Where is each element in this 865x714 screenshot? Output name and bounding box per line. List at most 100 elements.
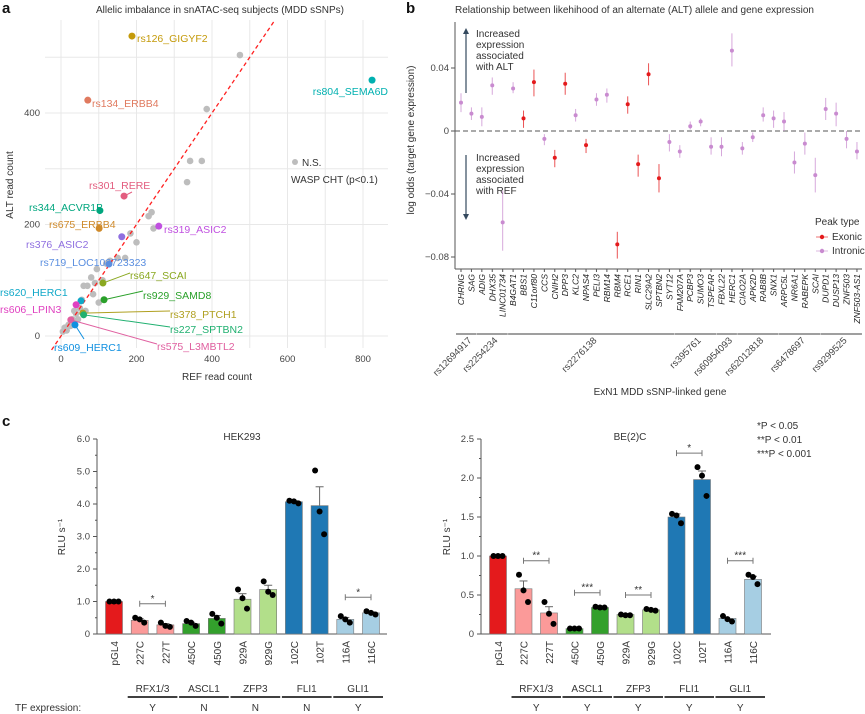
gene-label: LINC01734 xyxy=(498,274,508,317)
be2c-y-tick-label: 0 xyxy=(469,629,474,640)
highlighted-point xyxy=(95,224,103,232)
be2c-significance-label: *** xyxy=(581,583,593,594)
be2c-replicate-point xyxy=(724,616,731,623)
legend-note: WASP CHT (p<0.1) xyxy=(291,175,378,186)
gene-label: NR6A1 xyxy=(789,274,799,302)
hek-tf-expression: Y xyxy=(149,703,156,714)
y-tick-label: 400 xyxy=(24,108,40,119)
be2c-tf-expression: Y xyxy=(686,703,693,714)
hek-replicate-point xyxy=(136,616,143,623)
be2c-replicate-point xyxy=(541,599,548,606)
up-arrowhead-icon xyxy=(463,28,469,34)
hek-tf-expression: N xyxy=(252,703,259,714)
hek-replicate-point xyxy=(106,598,113,605)
leader-line xyxy=(102,272,131,284)
be2c-tf-label: RFX1/3 xyxy=(519,684,553,695)
panel-b-xlabel: ExN1 MDD sSNP-linked gene xyxy=(594,387,727,398)
be2c-replicate-point xyxy=(648,606,654,613)
legend-ns-point xyxy=(292,159,298,165)
hek-tf-label: GLI1 xyxy=(347,684,369,695)
hek-replicate-point xyxy=(321,531,328,538)
be2c-category-label: 450G xyxy=(596,641,607,666)
ns-point xyxy=(183,178,191,186)
point-label: rs134_ERBB4 xyxy=(92,98,159,110)
be2c-category-label: 227T xyxy=(545,641,556,664)
ns-point xyxy=(133,239,140,246)
gene-label: RAB8B xyxy=(758,274,768,302)
be2c-bar xyxy=(489,555,507,635)
gene-label: FBXL22 xyxy=(717,274,727,305)
panel-b-ylabel: log odds (target gene expression) xyxy=(406,66,417,215)
be2c-category-label: 116A xyxy=(724,641,735,664)
hek-category-label: 227C xyxy=(136,641,147,665)
hek-y-tick-label: 6.0 xyxy=(77,434,90,445)
pvalue-legend-3: ***P < 0.001 xyxy=(757,449,812,460)
gene-label: CHRNG xyxy=(456,274,466,306)
y-tick-label: 0 xyxy=(35,331,40,342)
down-arrowhead-icon xyxy=(463,214,469,220)
point-label: rs606_LPIN3 xyxy=(0,304,61,316)
be2c-category-label: 102C xyxy=(673,641,684,665)
highlighted-point xyxy=(96,207,104,215)
gene-label: SCAI xyxy=(810,273,820,293)
hek-category-label: 102T xyxy=(316,641,327,664)
hek-y-tick-label: 5.0 xyxy=(77,467,90,478)
gene-label: RIN1 xyxy=(633,274,643,294)
ns-point xyxy=(95,299,103,306)
point-label: rs319_ASIC2 xyxy=(164,224,227,236)
be2c-category-label: 929A xyxy=(622,641,633,665)
hek-replicate-point xyxy=(157,619,164,626)
x-tick-label: 400 xyxy=(204,354,220,365)
be2c-replicate-point xyxy=(516,571,522,578)
panel-label-a: a xyxy=(2,0,11,17)
hek-tf-label: ZFP3 xyxy=(243,684,268,695)
gene-point xyxy=(500,220,505,225)
gene-label: BBS1 xyxy=(519,274,529,296)
ns-point xyxy=(91,279,99,287)
point-label: rs378_PTCH1 xyxy=(170,309,237,321)
x-tick-label: 200 xyxy=(129,354,145,365)
ns-point xyxy=(121,254,129,262)
be2c-bar xyxy=(693,479,711,635)
be2c-replicate-point xyxy=(525,599,531,606)
gene-label: TSPEAR xyxy=(706,274,716,308)
gene-point xyxy=(834,111,839,116)
highlighted-point xyxy=(67,316,75,324)
highlighted-point xyxy=(80,311,88,319)
gene-point xyxy=(667,140,672,145)
panel-a-xlabel: REF read count xyxy=(182,372,252,383)
gene-point xyxy=(594,97,599,102)
be2c-y-tick-label: 1.0 xyxy=(461,551,474,562)
be2c-bar xyxy=(514,588,533,635)
gene-point xyxy=(698,119,703,124)
be2c-replicate-point xyxy=(750,574,756,581)
y-tick-label: 0.04 xyxy=(431,63,450,74)
annotation-alt: Increased xyxy=(476,29,520,40)
highlighted-point xyxy=(99,279,107,287)
be2c-tf-expression: Y xyxy=(737,703,744,714)
point-label: rs609_HERC1 xyxy=(54,342,122,354)
be2c-replicate-point xyxy=(699,472,705,479)
gene-point xyxy=(646,72,651,77)
gene-label: DUPD1 xyxy=(821,274,831,303)
x-tick-label: 800 xyxy=(355,354,371,365)
hek-significance-label: * xyxy=(151,594,155,605)
point-label: rs575_L3MBTL2 xyxy=(157,341,235,353)
be2c-replicate-point xyxy=(729,618,735,625)
gene-label: NPAS4 xyxy=(581,274,591,302)
ns-point xyxy=(70,307,78,315)
hek-replicate-point xyxy=(290,498,297,505)
be2c-replicate-point xyxy=(601,604,608,611)
y-tick-label: 0 xyxy=(444,126,449,137)
gene-point xyxy=(677,149,682,154)
hek-category-label: 450C xyxy=(187,641,198,665)
leader-line xyxy=(82,310,171,314)
be2c-replicate-point xyxy=(703,492,710,499)
annotation-ref: expression xyxy=(476,164,524,175)
gene-point xyxy=(563,81,568,86)
hek-bar xyxy=(285,501,303,635)
gene-label: APK2D xyxy=(748,274,758,303)
hek-category-label: 102C xyxy=(290,641,301,665)
gene-point xyxy=(531,80,536,85)
